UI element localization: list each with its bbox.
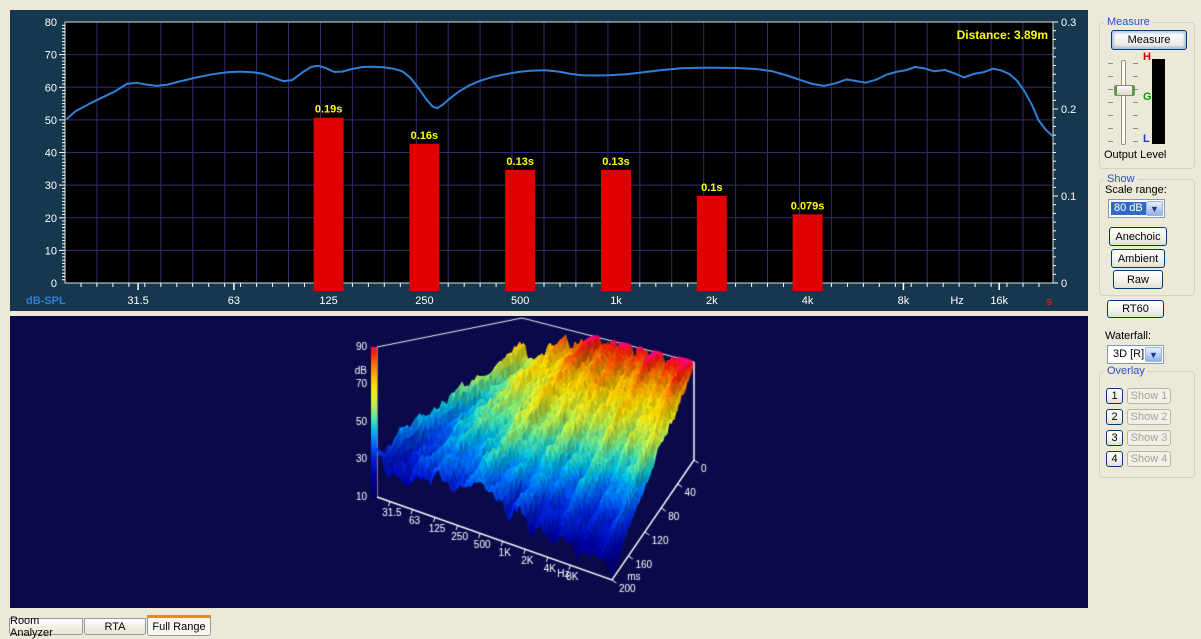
svg-text:0.13s: 0.13s [602,156,630,168]
level-meter [1152,59,1165,144]
svg-text:63: 63 [228,295,240,307]
svg-text:40: 40 [45,148,57,160]
spl-chart-panel: 0 10 20 30 40 50 60 70 80 0 0.1 0.2 0.3 31.5 63 125 250 5… [10,10,1088,311]
overlay-3-button[interactable]: 3 [1106,430,1123,446]
scale-range-select[interactable]: 80 dB ▼ [1108,199,1165,218]
svg-text:70: 70 [45,50,57,62]
svg-text:0: 0 [1061,278,1067,290]
overlay-2-button[interactable]: 2 [1106,409,1123,425]
svg-text:250: 250 [415,295,433,307]
svg-text:4k: 4k [802,295,814,307]
slider-ticks-right [1133,63,1138,143]
meter-low-label: L [1143,133,1150,145]
scale-range-label: Scale range: [1105,184,1167,196]
svg-text:30: 30 [45,180,57,192]
waterfall-label: Waterfall: [1105,330,1152,342]
svg-text:16k: 16k [990,295,1008,307]
waterfall-panel [10,316,1088,608]
svg-text:s: s [1046,296,1052,308]
tab-room-analyzer[interactable]: Room Analyzer [9,615,83,639]
ambient-button[interactable]: Ambient [1111,249,1165,268]
chevron-down-icon[interactable]: ▼ [1145,347,1162,362]
show-group-title: Show [1107,173,1135,185]
show-1-button[interactable]: Show 1 [1127,388,1171,404]
svg-text:0.3: 0.3 [1061,17,1076,29]
svg-text:0: 0 [51,278,57,290]
svg-text:0.13s: 0.13s [506,156,534,168]
measure-group: Measure [1099,17,1195,169]
overlay-1-button[interactable]: 1 [1106,388,1123,404]
show-2-button[interactable]: Show 2 [1127,409,1171,425]
svg-text:Distance: 3.89m: Distance: 3.89m [957,28,1048,42]
waterfall-value: 3D [R] [1113,348,1145,360]
meter-high-label: H [1143,51,1151,63]
anechoic-button[interactable]: Anechoic [1109,227,1167,246]
output-level-label: Output Level [1104,149,1167,161]
tab-rta[interactable]: RTA [84,618,146,635]
chevron-down-icon[interactable]: ▼ [1146,201,1163,216]
svg-text:8k: 8k [898,295,910,307]
tab-full-range[interactable]: Full Range [147,615,211,636]
overlay-group-title: Overlay [1107,365,1145,377]
svg-text:60: 60 [45,82,57,94]
svg-text:31.5: 31.5 [127,295,148,307]
svg-text:125: 125 [319,295,337,307]
svg-text:0.1: 0.1 [1061,191,1076,203]
svg-text:10: 10 [45,245,57,257]
slider-track[interactable] [1121,60,1126,145]
svg-text:20: 20 [45,213,57,225]
svg-text:0.2: 0.2 [1061,104,1076,116]
svg-text:500: 500 [511,295,529,307]
svg-text:Hz: Hz [950,295,963,307]
raw-button[interactable]: Raw [1113,270,1163,289]
slider-ticks-left [1108,63,1113,143]
svg-text:2k: 2k [706,295,718,307]
show-3-button[interactable]: Show 3 [1127,430,1171,446]
rt60-button[interactable]: RT60 [1107,300,1164,318]
measure-button[interactable]: Measure [1111,30,1187,50]
overlay-4-button[interactable]: 4 [1106,451,1123,467]
svg-text:0.16s: 0.16s [411,130,439,142]
show-4-button[interactable]: Show 4 [1127,451,1171,467]
measure-group-title: Measure [1107,16,1150,28]
show-group: Show [1099,174,1195,296]
svg-text:dB-SPL: dB-SPL [26,295,66,307]
meter-mid-label: G [1143,91,1152,103]
svg-text:0.19s: 0.19s [315,104,343,116]
waterfall-select[interactable]: 3D [R] ▼ [1107,345,1164,364]
waterfall-3d-plot [10,316,1088,608]
scale-range-value: 80 dB [1111,202,1146,215]
overlay-group: Overlay [1099,366,1195,478]
svg-text:0.079s: 0.079s [791,200,825,212]
svg-text:1k: 1k [610,295,622,307]
svg-text:50: 50 [45,115,57,127]
svg-text:80: 80 [45,17,57,29]
svg-text:0.1s: 0.1s [701,182,722,194]
slider-thumb[interactable] [1114,85,1135,96]
